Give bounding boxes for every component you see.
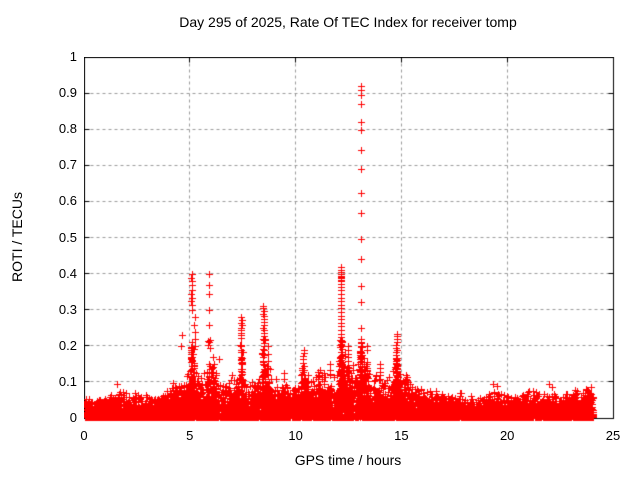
plot-canvas [84,57,618,423]
y-tick-label: 0.4 [58,265,77,281]
y-tick-label: 1 [69,49,77,64]
y-tick-label: 0.7 [58,157,77,173]
y-tick-label: 0.1 [58,373,77,389]
x-tick-label: 25 [605,428,621,443]
x-tick-label: 0 [80,428,88,443]
x-tick-label: 10 [288,428,303,443]
x-tick-label: 20 [499,428,515,443]
y-axis-title: ROTI / TECUs [9,192,25,282]
y-tick-label: 0.9 [58,85,77,101]
y-tick-label: 0.6 [58,193,77,209]
y-tick-label: 0.5 [58,229,77,245]
y-tick-label: 0 [69,410,77,425]
y-tick-label: 0.3 [58,301,77,317]
x-axis-title: GPS time / hours [294,452,402,468]
y-tick-label: 0.8 [58,121,77,137]
y-tick-label: 0.2 [58,337,77,353]
x-tick-label: 15 [394,428,409,443]
x-tick-label: 5 [186,428,194,443]
chart-title: Day 295 of 2025, Rate Of TEC Index for r… [179,14,517,30]
